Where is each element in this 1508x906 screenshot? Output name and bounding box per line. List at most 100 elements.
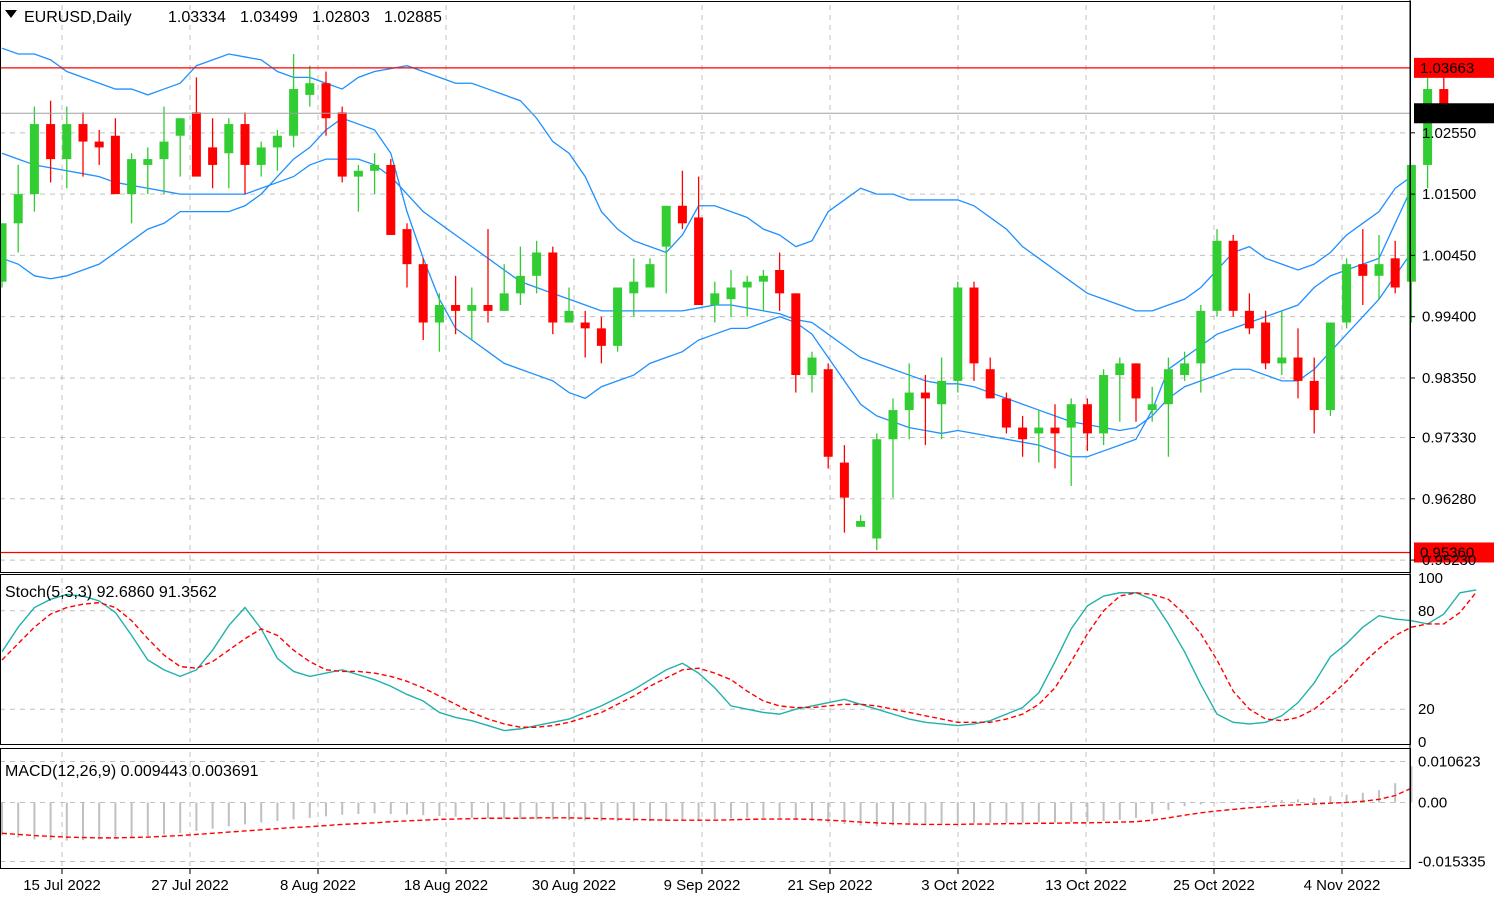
candle-body — [1293, 357, 1303, 381]
price-axis-label: 0.95230 — [1422, 552, 1476, 569]
candle — [1212, 229, 1222, 317]
candle — [224, 118, 234, 189]
candle-body — [710, 293, 720, 306]
dropdown-triangle-icon[interactable] — [5, 10, 17, 18]
candle — [629, 258, 639, 317]
candle-body — [629, 281, 639, 294]
candle-body — [969, 287, 979, 364]
candlesticks[interactable] — [0, 54, 1449, 551]
candle-body — [224, 124, 234, 154]
date-axis: 15 Jul 2022 27 Jul 2022 8 Aug 2022 18 Aug 2… — [23, 868, 1380, 894]
candle-body — [1050, 427, 1060, 434]
macd-axis: 0.010623 0.00 -0.015335 — [1418, 754, 1486, 871]
candle-body — [1082, 404, 1092, 434]
candle — [888, 398, 898, 498]
panel-frames — [0, 0, 1411, 869]
candle — [677, 170, 687, 230]
candle — [564, 287, 574, 323]
candle — [1050, 404, 1060, 469]
chart-header: EURUSD,Daily 1.03334 1.03499 1.02803 1.0… — [5, 9, 442, 26]
horizontal-levels[interactable]: 1.03663 0.95360 1.02885 — [0, 57, 1494, 563]
candle-body — [175, 118, 185, 136]
candle — [1228, 234, 1238, 317]
candle — [1261, 310, 1271, 370]
candle — [1309, 357, 1319, 434]
candle — [1293, 328, 1303, 399]
stoch-panel[interactable]: Stoch(5,3,3) 92.6860 91.3562 100 80 20 0 — [0, 570, 1477, 751]
candle-body — [1439, 89, 1449, 113]
price-level-value: 0.95360 — [1420, 544, 1474, 561]
candle-body — [775, 269, 785, 294]
price-axis-label: 0.99400 — [1422, 309, 1476, 326]
candle — [791, 293, 801, 393]
candle — [353, 164, 363, 212]
candle-body — [807, 357, 817, 376]
candle — [127, 153, 137, 224]
candle-body — [596, 328, 606, 346]
candle — [159, 106, 169, 195]
candle-body — [1244, 310, 1254, 329]
bollinger-bands — [1, 47, 1412, 458]
candle — [1115, 357, 1125, 422]
candle-body — [1325, 322, 1335, 411]
symbol-title: EURUSD,Daily — [24, 9, 132, 26]
candle-body — [694, 217, 704, 306]
candle — [856, 515, 866, 527]
candle — [175, 118, 185, 177]
candle-body — [1212, 240, 1222, 311]
candle-body — [856, 520, 866, 527]
stoch-axis-label: 0 — [1418, 734, 1426, 751]
candle-body — [143, 159, 153, 165]
price-axis-label: 0.96280 — [1422, 491, 1476, 508]
candle — [240, 112, 250, 195]
candle — [289, 54, 299, 148]
macd-grid — [0, 752, 1410, 866]
date-axis-label: 9 Sep 2022 — [664, 877, 741, 894]
candle-body — [726, 287, 736, 300]
candle-body — [46, 124, 56, 160]
price-level-tag — [1414, 542, 1494, 563]
candle-body — [499, 293, 509, 311]
candle-body — [515, 275, 525, 294]
candle-body — [402, 229, 412, 265]
candle-body — [791, 293, 801, 376]
candle — [807, 351, 817, 393]
bollinger-upper-line — [1, 47, 1412, 312]
candle-body — [418, 264, 428, 323]
macd-axis-label: -0.015335 — [1418, 854, 1486, 871]
candle-body — [256, 147, 266, 165]
candle-body — [353, 170, 363, 177]
candle — [726, 269, 736, 317]
date-axis-label: 18 Aug 2022 — [404, 877, 488, 894]
macd-panel[interactable]: MACD(12,26,9) 0.009443 0.003691 0.010623… — [0, 752, 1486, 871]
ohlc-low: 1.02803 — [312, 9, 370, 26]
candle — [1147, 386, 1157, 422]
candle-body — [483, 305, 493, 311]
stoch-axis: 100 80 20 0 — [1418, 570, 1443, 751]
candle-body — [823, 369, 833, 457]
candle-body — [0, 223, 7, 282]
macd-signal-polyline — [1, 787, 1412, 839]
candle — [94, 129, 104, 165]
candle-body — [872, 439, 882, 539]
candle-body — [78, 124, 88, 142]
candle — [872, 433, 882, 551]
candle — [1196, 305, 1206, 393]
candle-body — [937, 380, 947, 405]
candle-body — [191, 112, 201, 177]
candle-body — [758, 275, 768, 282]
candle — [839, 445, 849, 533]
current-price-value: 1.02885 — [1420, 105, 1474, 122]
candle-body — [1066, 404, 1076, 428]
price-level-value: 1.03663 — [1420, 60, 1474, 77]
price-panel[interactable]: 1.03663 0.95360 1.02885 EURUSD,Daily 1.033… — [0, 5, 1494, 570]
candle — [613, 287, 623, 352]
candle — [710, 281, 720, 323]
date-axis-label: 13 Oct 2022 — [1045, 877, 1127, 894]
candle-body — [29, 124, 39, 195]
candle — [969, 281, 979, 381]
candle-body — [1001, 398, 1011, 428]
candle — [596, 316, 606, 364]
